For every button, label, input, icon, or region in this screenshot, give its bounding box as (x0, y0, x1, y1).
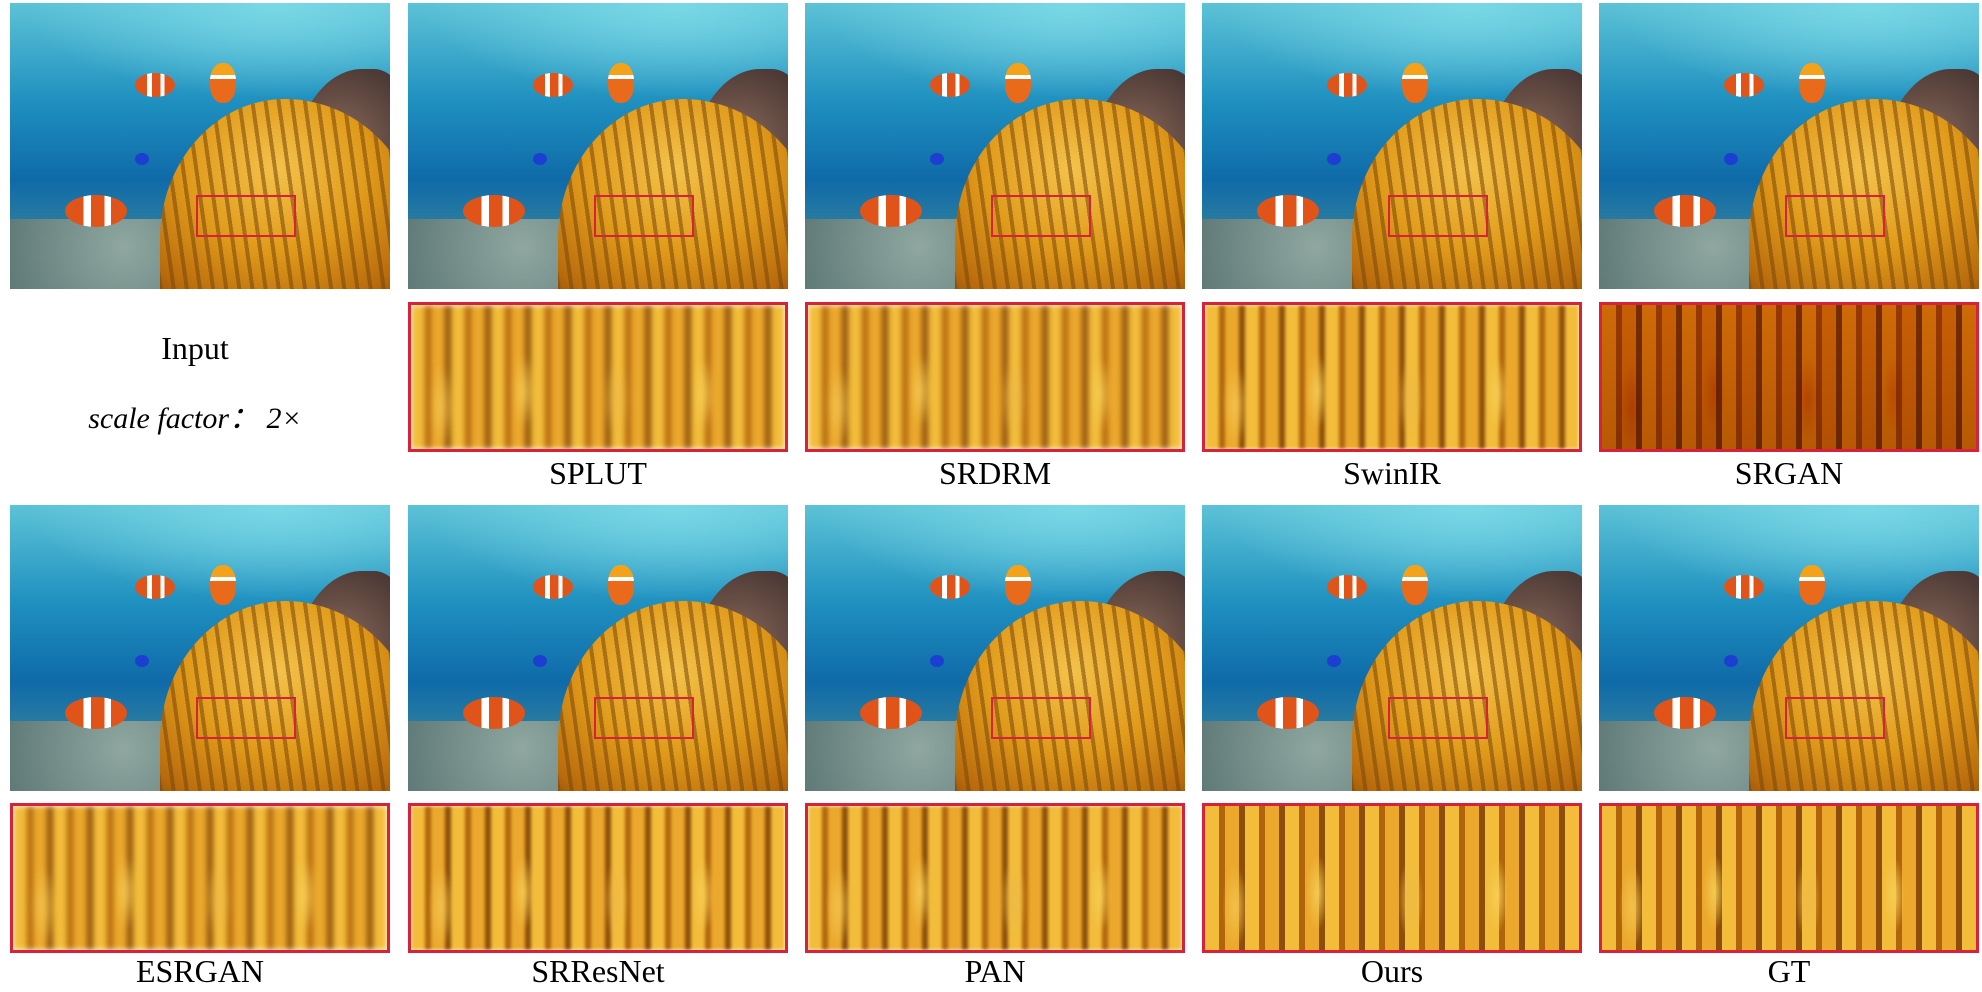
scene-pan (805, 505, 1185, 791)
method-label: SRDRM (938, 455, 1052, 491)
scene-splut (408, 3, 788, 289)
crop-swinir (1202, 302, 1582, 452)
roi-box (991, 697, 1091, 739)
input-title: Input (161, 330, 229, 366)
scale-factor-label: scale factor： 2× (88, 402, 302, 435)
roi-box (1785, 195, 1885, 237)
scene-srdrm (805, 3, 1185, 289)
crop-srresnet (408, 803, 788, 953)
roi-box (594, 697, 694, 739)
method-label: SPLUT (549, 455, 647, 491)
roi-box (1388, 195, 1488, 237)
crop-ours (1202, 803, 1582, 953)
scene-gt (1599, 505, 1979, 791)
method-label: SRGAN (1734, 455, 1844, 491)
crop-pan (805, 803, 1185, 953)
crop-gt (1599, 803, 1979, 953)
scene-ours (1202, 505, 1582, 791)
roi-box (196, 697, 296, 739)
crop-splut (408, 302, 788, 452)
method-label: ESRGAN (135, 953, 264, 989)
method-label: GT (1767, 953, 1811, 989)
roi-box (991, 195, 1091, 237)
roi-box (196, 195, 296, 237)
method-label: SRResNet (531, 953, 665, 989)
scene-esrgan (10, 505, 390, 791)
roi-box (1785, 697, 1885, 739)
scene-srgan (1599, 3, 1979, 289)
roi-box (1388, 697, 1488, 739)
roi-box (594, 195, 694, 237)
scene-srresnet (408, 505, 788, 791)
method-label: Ours (1360, 953, 1424, 989)
scene-input (10, 3, 390, 289)
crop-esrgan (10, 803, 390, 953)
method-label: PAN (964, 953, 1026, 989)
crop-srdrm (805, 302, 1185, 452)
method-label: SwinIR (1343, 455, 1441, 491)
scene-swinir (1202, 3, 1582, 289)
crop-srgan (1599, 302, 1979, 452)
